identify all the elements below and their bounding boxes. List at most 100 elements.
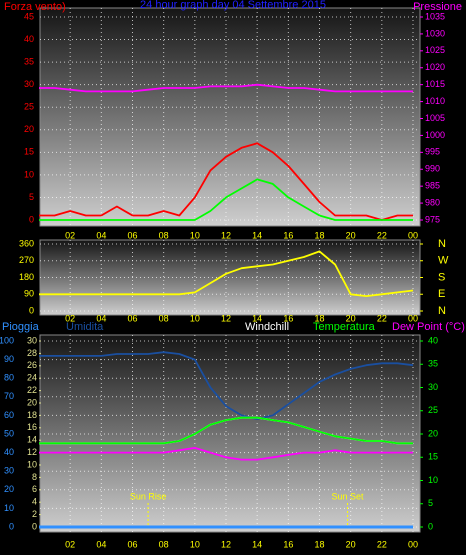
y-tick-label: 1035 (425, 11, 445, 21)
y-tick-label: 0 (428, 521, 433, 531)
x-tick-label: 10 (190, 539, 200, 549)
x-tick-label: 00 (408, 313, 418, 323)
x-tick-label: 18 (314, 539, 324, 549)
x-tick-label: 10 (190, 313, 200, 323)
y-tick-label: 0 (9, 521, 14, 531)
legend-entry: Temperatura (313, 321, 376, 333)
y-tick-label: 5 (29, 192, 34, 202)
y-tick-label: 15 (428, 452, 438, 462)
annotation: Sun Set (332, 491, 365, 501)
x-tick-label: 18 (314, 230, 324, 240)
y-tick-label: 1000 (425, 130, 445, 140)
x-tick-label: 12 (221, 539, 231, 549)
y-tick-label: 16 (27, 422, 37, 432)
x-tick-label: 20 (346, 539, 356, 549)
x-tick-label: 20 (346, 230, 356, 240)
x-tick-label: 04 (96, 313, 106, 323)
y-tick-label: 90 (4, 354, 14, 364)
x-tick-label: 06 (127, 539, 137, 549)
x-tick-label: 22 (377, 313, 387, 323)
y-tick-label: S (438, 271, 445, 283)
series-line (39, 447, 413, 461)
x-tick-label: 04 (96, 539, 106, 549)
y-tick-label: E (438, 288, 445, 300)
y-tick-label: 25 (428, 405, 438, 415)
x-tick-label: 14 (252, 230, 262, 240)
y-tick-label: 22 (27, 385, 37, 395)
legend-entry: Windchill (245, 321, 289, 333)
y-tick-label: 975 (425, 214, 440, 224)
y-tick-label: 1025 (425, 45, 445, 55)
y-tick-label: 45 (24, 11, 34, 21)
series-line (39, 83, 413, 93)
y-tick-label: 20 (24, 124, 34, 134)
y-tick-label: 1010 (425, 96, 445, 106)
y-tick-label: 270 (19, 255, 34, 265)
y-tick-label: 40 (4, 447, 14, 457)
y-tick-label: 10 (4, 503, 14, 513)
x-tick-label: 12 (221, 313, 231, 323)
x-tick-label: 14 (252, 539, 262, 549)
y-tick-label: 8 (32, 472, 37, 482)
y-tick-label: 10 (428, 475, 438, 485)
x-tick-label: 06 (127, 313, 137, 323)
y-tick-label: 26 (27, 360, 37, 370)
y-tick-label: 995 (425, 147, 440, 157)
x-tick-label: 00 (408, 539, 418, 549)
y-tick-label: 40 (428, 335, 438, 345)
y-tick-label: 1020 (425, 62, 445, 72)
x-tick-label: 08 (159, 230, 169, 240)
plot-area (39, 7, 421, 227)
y-tick-label: 35 (24, 56, 34, 66)
x-tick-label: 00 (408, 230, 418, 240)
y-tick-label: 15 (24, 147, 34, 157)
y-tick-label: 70 (4, 391, 14, 401)
x-tick-label: 16 (283, 539, 293, 549)
y-tick-label: 35 (428, 359, 438, 369)
legend-entry: Umidita (66, 321, 104, 333)
x-tick-label: 22 (377, 539, 387, 549)
y-axis-label: Forza vento) (4, 1, 66, 13)
y-tick-label: 28 (27, 348, 37, 358)
x-tick-label: 02 (65, 539, 75, 549)
x-tick-label: 16 (283, 313, 293, 323)
y-tick-label: 2 (32, 509, 37, 519)
y-tick-label: 10 (24, 169, 34, 179)
y-tick-label: 6 (32, 484, 37, 494)
y-tick-label: 0 (29, 305, 34, 315)
x-tick-label: 06 (127, 230, 137, 240)
y-tick-label: 1015 (425, 79, 445, 89)
y-tick-label: 20 (4, 484, 14, 494)
y-tick-label: 1030 (425, 28, 445, 38)
x-tick-label: 18 (314, 313, 324, 323)
y-tick-label: 0 (32, 521, 37, 531)
y-tick-label: 30 (4, 466, 14, 476)
x-tick-label: 22 (377, 230, 387, 240)
y-tick-label: 20 (428, 428, 438, 438)
y-tick-label: 12 (27, 447, 37, 457)
x-tick-label: 02 (65, 313, 75, 323)
y-tick-label: 20 (27, 397, 37, 407)
y-tick-label: 80 (4, 373, 14, 383)
chart-title: 24 hour graph day 04 Settembre 2015 (140, 0, 326, 11)
y-tick-label: 980 (425, 197, 440, 207)
y-tick-label: 0 (29, 214, 34, 224)
x-tick-label: 12 (221, 230, 231, 240)
x-tick-label: 14 (252, 313, 262, 323)
series-line (39, 250, 414, 297)
y2-axis-label: Pressione (413, 1, 462, 13)
x-tick-label: 04 (96, 230, 106, 240)
y-tick-label: 25 (24, 102, 34, 112)
y-tick-label: 985 (425, 181, 440, 191)
y-tick-label: 10 (27, 459, 37, 469)
y-tick-label: 90 (24, 289, 34, 299)
series-line (39, 178, 413, 221)
y-tick-label: 30 (24, 79, 34, 89)
y-tick-label: W (438, 255, 449, 267)
y-tick-label: 4 (32, 497, 37, 507)
y-tick-label: N (438, 305, 446, 317)
y-tick-label: 14 (27, 435, 37, 445)
y-tick-label: 40 (24, 34, 34, 44)
series-line (39, 142, 413, 221)
